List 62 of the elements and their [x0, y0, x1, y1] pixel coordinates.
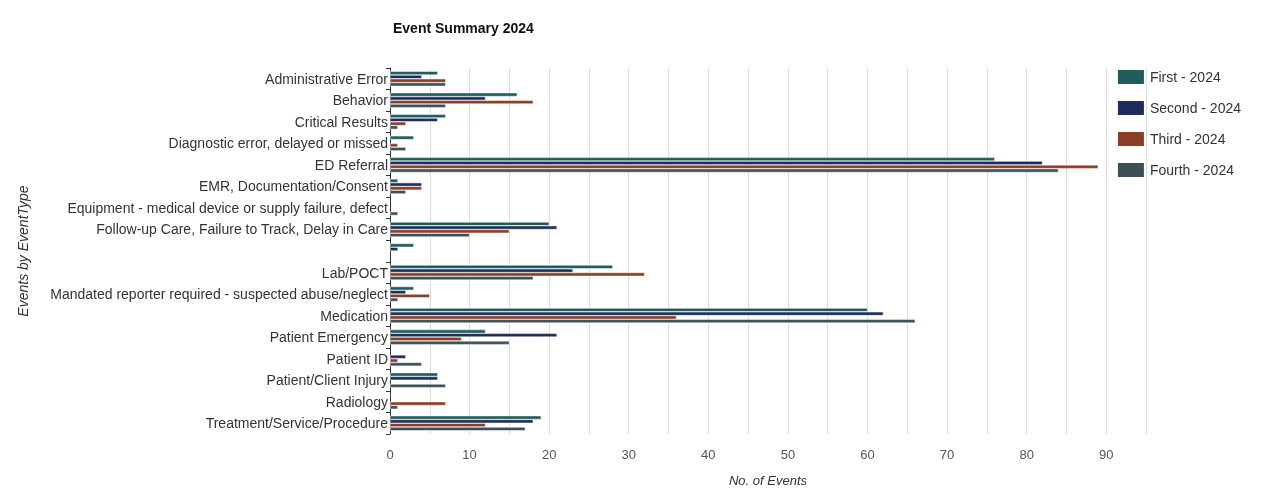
- bar: [390, 243, 414, 248]
- y-tick-label: Patient/Client Injury: [266, 372, 388, 389]
- bar: [390, 294, 430, 298]
- x-tick-label: 70: [939, 447, 955, 462]
- bar: [390, 272, 645, 277]
- legend-label: Third - 2024: [1149, 131, 1226, 147]
- bar: [390, 186, 422, 191]
- bar: [390, 82, 446, 87]
- x-tick-label: 40: [701, 447, 716, 462]
- bar: [390, 147, 406, 151]
- y-tick-label: Treatment/Service/Procedure: [205, 415, 389, 432]
- x-tick-label: 0: [386, 447, 394, 462]
- bar: [390, 340, 510, 345]
- bar: [390, 225, 558, 230]
- bar: [390, 164, 1099, 169]
- y-tick-label: Administrative Error: [265, 70, 389, 87]
- bar: [390, 383, 446, 388]
- bar: [390, 354, 406, 359]
- bar: [390, 362, 422, 367]
- x-tick-label: 30: [621, 447, 636, 462]
- bar: [390, 333, 558, 338]
- y-axis-title: Events by EventType: [15, 185, 31, 317]
- y-tick-label: EMR, Documentation/Consent: [198, 178, 389, 195]
- bar: [390, 92, 518, 97]
- y-tick-label: Follow-up Care, Failure to Track, Delay in Care: [96, 221, 389, 238]
- bar: [390, 71, 438, 75]
- bar: [390, 114, 446, 119]
- chart-title: Event Summary 2024: [393, 20, 535, 36]
- bar: [390, 376, 438, 381]
- x-tick-label: 60: [860, 447, 875, 462]
- bar: [390, 286, 414, 291]
- bar: [390, 401, 446, 406]
- bar: [390, 182, 422, 187]
- bar: [390, 100, 534, 105]
- bar: [390, 427, 526, 431]
- y-tick-label: Patient Emergency: [269, 329, 388, 346]
- bar: [390, 78, 446, 83]
- bar: [390, 135, 414, 140]
- x-tick-label: 10: [462, 447, 477, 462]
- legend-label: Fourth - 2024: [1149, 162, 1235, 178]
- bar: [390, 372, 438, 377]
- x-tick-label: 50: [780, 447, 796, 462]
- x-tick-label: 80: [1019, 447, 1034, 462]
- y-tick-label: Lab/POCT: [321, 264, 389, 281]
- y-tick-label: Patient ID: [326, 350, 388, 367]
- y-tick-label: Equipment - medical device or supply failure, defect: [67, 199, 389, 216]
- y-tick-label: Mandated reporter required - suspected abuse/neglect: [50, 286, 389, 303]
- x-axis-title: No. of Events: [728, 473, 808, 488]
- y-tick-label: Radiology: [325, 393, 388, 410]
- y-tick-label: Critical Results: [294, 113, 388, 130]
- x-tick-label: 20: [541, 447, 557, 462]
- y-tick-label: Medication: [320, 307, 388, 324]
- bar: [390, 311, 884, 316]
- bar: [390, 415, 542, 420]
- bar: [390, 319, 916, 324]
- y-tick-label: ED Referral: [314, 156, 388, 173]
- y-tick-label: Diagnostic error, delayed or missed: [168, 135, 388, 152]
- legend-label: Second - 2024: [1149, 100, 1242, 116]
- bar: [390, 211, 398, 216]
- legend-label: First - 2024: [1149, 69, 1221, 85]
- x-tick-label: 90: [1098, 447, 1114, 462]
- y-tick-label: Behavior: [332, 92, 389, 109]
